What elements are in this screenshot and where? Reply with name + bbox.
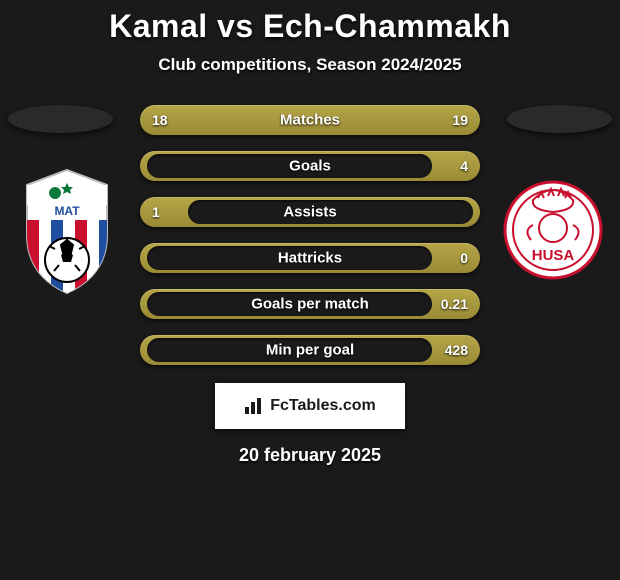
stat-label: Goals per match	[251, 296, 369, 313]
stat-label: Hattricks	[278, 250, 342, 267]
subtitle: Club competitions, Season 2024/2025	[158, 55, 461, 75]
player-shadow-left	[8, 105, 113, 133]
page-title: Kamal vs Ech-Chammakh	[109, 8, 511, 45]
stat-row: Goals 4	[140, 151, 480, 181]
stat-row: Min per goal 428	[140, 335, 480, 365]
club-badge-left: MAT	[12, 160, 122, 300]
stat-value-right: 19	[452, 112, 468, 128]
stat-label: Goals	[289, 158, 331, 175]
stats-area: MAT	[0, 105, 620, 365]
fctables-watermark: FcTables.com	[215, 383, 405, 429]
stat-label: Matches	[280, 112, 340, 129]
stat-rows: Matches 18 19 Goals 4 Assists 1 Hattricks 0 Goals…	[140, 105, 480, 365]
stat-row: Hattricks 0	[140, 243, 480, 273]
stat-value-left: 18	[152, 112, 168, 128]
club-badge-right: HUSA	[498, 160, 608, 300]
husa-icon: HUSA	[503, 170, 603, 290]
stat-value-right: 0.21	[441, 296, 468, 312]
date-label: 20 february 2025	[239, 445, 381, 466]
stat-value-right: 4	[460, 158, 468, 174]
stat-label: Assists	[283, 204, 336, 221]
svg-text:MAT: MAT	[54, 204, 80, 218]
stat-value-left: 1	[152, 204, 160, 220]
fctables-label: FcTables.com	[270, 397, 376, 415]
bars-icon	[244, 397, 264, 415]
stat-label: Min per goal	[266, 342, 354, 359]
svg-text:HUSA: HUSA	[532, 247, 575, 264]
comparison-card: Kamal vs Ech-Chammakh Club competitions,…	[0, 0, 620, 466]
stat-row: Assists 1	[140, 197, 480, 227]
stat-value-right: 428	[445, 342, 468, 358]
stat-row: Goals per match 0.21	[140, 289, 480, 319]
stat-value-right: 0	[460, 250, 468, 266]
mat-tetouan-icon: MAT	[17, 165, 117, 295]
player-shadow-right	[507, 105, 612, 133]
stat-row: Matches 18 19	[140, 105, 480, 135]
